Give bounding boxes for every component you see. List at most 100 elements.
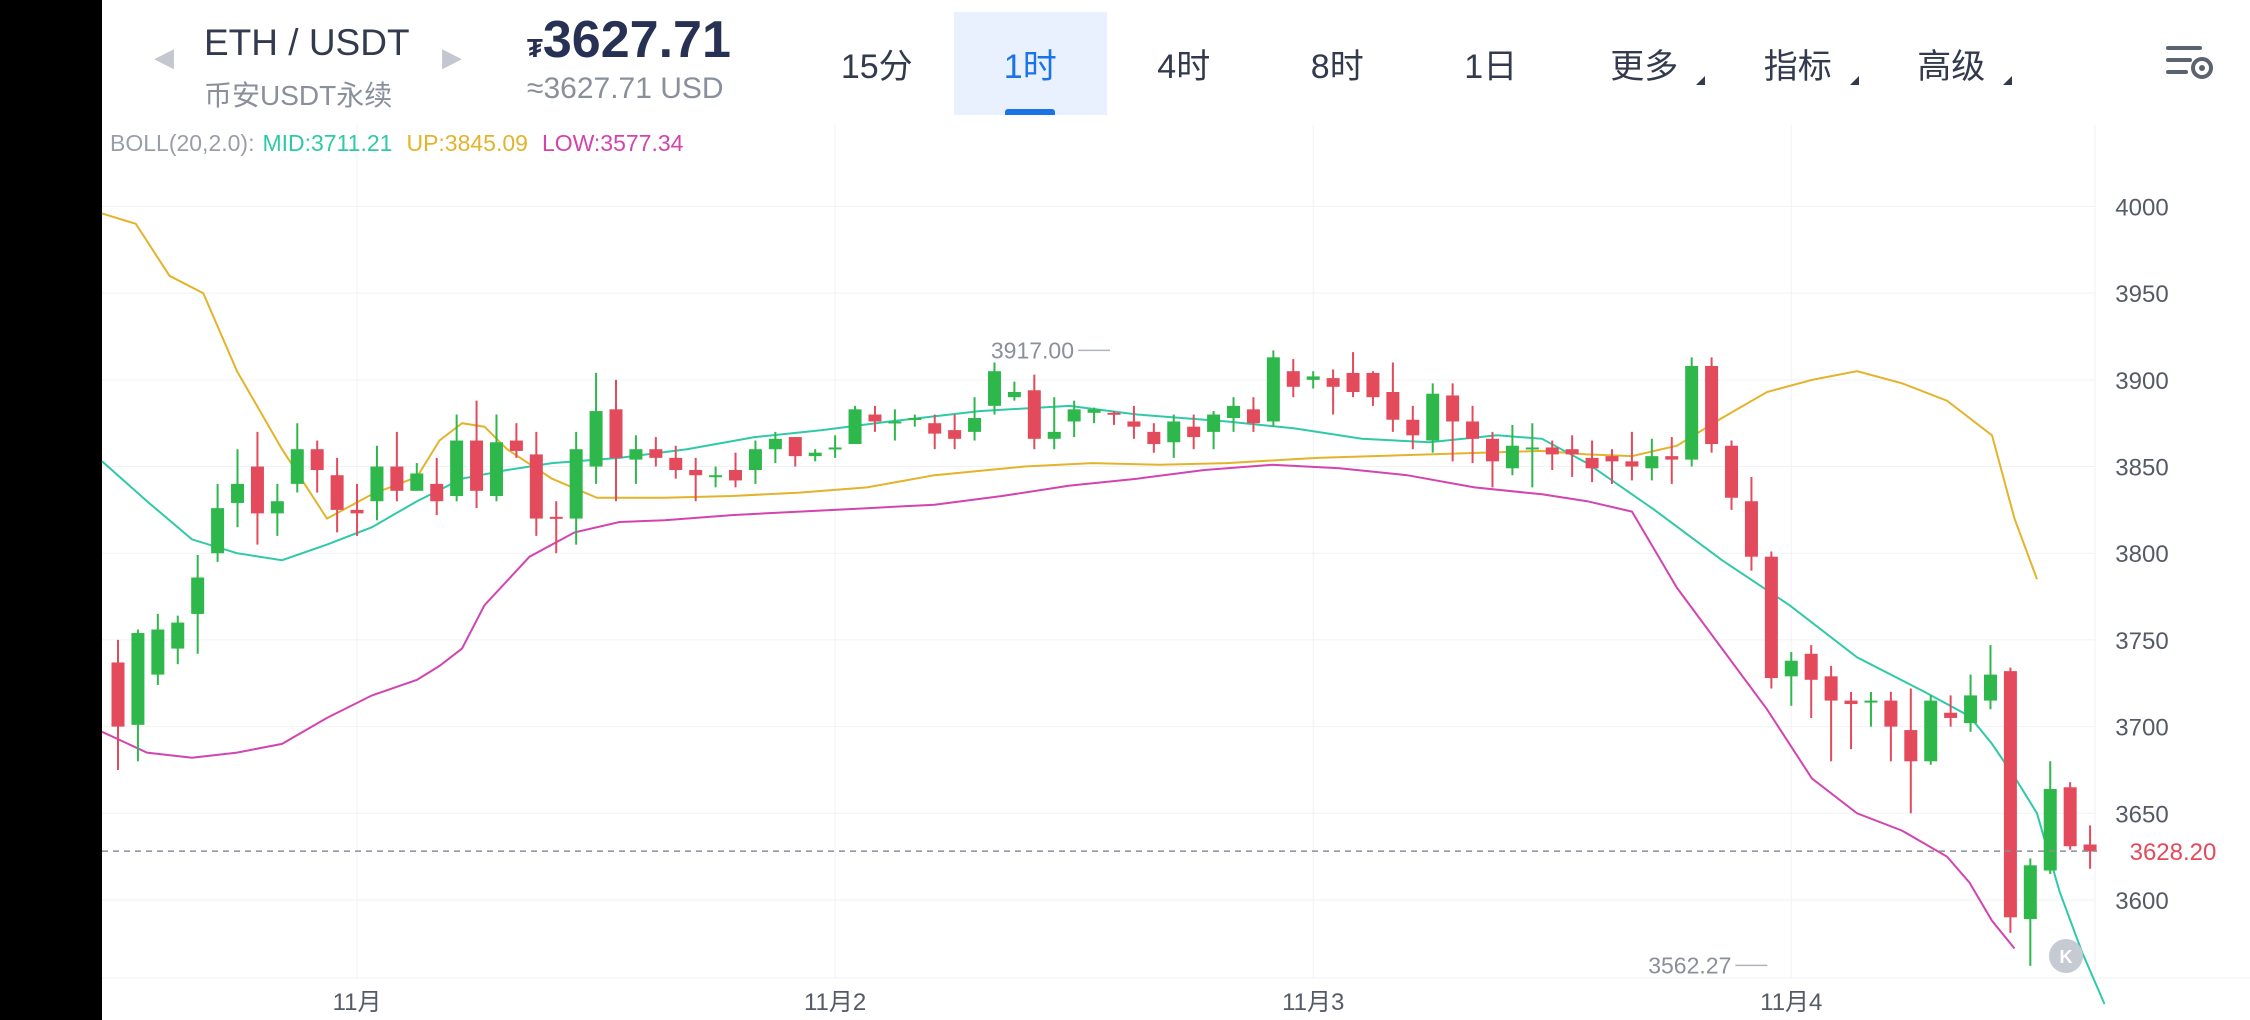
boll-legend: BOLL(20,2.0): MID:3711.21 UP:3845.09 LOW:35… — [110, 130, 684, 156]
candle-body — [1386, 391, 1400, 420]
candle-body — [1485, 438, 1499, 462]
candle-body — [231, 483, 245, 503]
candle-body — [669, 457, 683, 471]
candle-body — [2043, 789, 2057, 871]
candle-body — [1286, 371, 1300, 387]
candle — [1585, 440, 1599, 483]
chart-settings-icon[interactable] — [2166, 42, 2216, 82]
candle-body — [987, 371, 1001, 406]
candle-body — [1585, 457, 1599, 469]
candle — [1645, 438, 1659, 481]
tab-6[interactable]: 指标 — [1721, 12, 1875, 115]
max-price-label: 3917.00 — [991, 337, 1074, 363]
candle-body — [689, 470, 703, 476]
boll-mid-line — [101, 404, 2106, 1005]
tab-3[interactable]: 8时 — [1261, 12, 1415, 115]
x-tick-label: 11月4 — [1760, 989, 1822, 1016]
tab-label: 指标 — [1763, 48, 1832, 86]
candle — [788, 437, 802, 467]
scroll-latest-button[interactable]: K — [2049, 939, 2083, 973]
candle — [1565, 435, 1579, 477]
candle-body — [748, 449, 762, 471]
candle — [1705, 357, 1719, 453]
candle-body — [1565, 449, 1579, 455]
candle — [1485, 431, 1499, 488]
candle — [1545, 440, 1559, 471]
candle — [808, 449, 822, 462]
candle — [390, 431, 404, 502]
pair-name[interactable]: ETH / USDT — [204, 22, 410, 63]
tab-4[interactable]: 1日 — [1414, 12, 1568, 115]
candle-body — [330, 475, 344, 510]
tab-label: 4时 — [1157, 48, 1211, 86]
candle-body — [1944, 712, 1958, 718]
candle-body — [1227, 405, 1241, 419]
candle — [549, 501, 563, 554]
candle — [629, 435, 643, 484]
candle-body — [629, 449, 643, 460]
candle-body — [1884, 700, 1898, 727]
candle — [1764, 551, 1778, 689]
candle — [1286, 359, 1300, 398]
candle — [1127, 405, 1141, 439]
candle — [430, 457, 444, 516]
candle-body — [1107, 412, 1121, 415]
candle — [1944, 695, 1958, 727]
tab-5[interactable]: 更多 — [1568, 12, 1722, 115]
tab-1[interactable]: 1时 — [953, 12, 1107, 115]
tab-7[interactable]: 高级 — [1875, 12, 2029, 115]
candle — [928, 414, 942, 450]
candle — [1824, 665, 1838, 762]
candle — [908, 414, 922, 427]
tab-2[interactable]: 4时 — [1107, 12, 1261, 115]
candle-body — [1983, 674, 1997, 701]
candle — [649, 437, 663, 467]
candle-body — [908, 418, 922, 421]
candle-body — [450, 440, 464, 497]
candle — [768, 431, 782, 464]
candle-body — [430, 483, 444, 502]
candle — [231, 449, 245, 528]
tab-0[interactable]: 15分 — [800, 12, 954, 115]
candle — [211, 483, 225, 562]
candle — [131, 629, 145, 762]
candle — [1067, 400, 1081, 438]
candle — [848, 405, 862, 445]
candle-body — [1605, 456, 1619, 462]
last-price: 3627.71 — [542, 11, 731, 69]
candle — [1346, 352, 1360, 398]
candle-body — [808, 452, 822, 457]
candle — [2023, 858, 2037, 966]
candle-body — [1366, 372, 1380, 398]
candle-body — [2023, 865, 2037, 920]
candle-body — [310, 449, 324, 471]
triangle-left-icon[interactable]: ◀ — [154, 42, 174, 72]
candle — [1864, 691, 1878, 727]
candle — [1047, 397, 1061, 450]
candle — [2003, 667, 2017, 933]
candle-body — [489, 442, 503, 497]
candle-body — [2063, 787, 2077, 847]
header-bar: ◀ ETH / USDT 币安USDT永续 ▶ ₮3627.71 ≈3627.7… — [102, 0, 2250, 125]
candle — [1167, 414, 1181, 458]
candle — [489, 414, 503, 502]
candle-body — [191, 577, 205, 614]
candle — [1107, 411, 1121, 425]
candle-body — [1904, 730, 1918, 762]
candle — [1306, 371, 1320, 389]
candle — [2083, 825, 2097, 869]
y-tick-label: 3800 — [2115, 541, 2168, 568]
candle — [310, 440, 324, 493]
candle-body — [1824, 676, 1838, 701]
candle — [748, 440, 762, 484]
candle-body — [2083, 844, 2097, 852]
triangle-right-icon[interactable]: ▶ — [442, 42, 462, 72]
candle — [1187, 414, 1201, 450]
y-tick-label: 4000 — [2115, 194, 2168, 221]
candle-body — [649, 449, 663, 458]
candle-body — [2003, 671, 2017, 918]
min-price-label: 3562.27 — [1648, 952, 1731, 978]
candle-body — [1326, 378, 1340, 387]
candle-body — [1127, 421, 1141, 427]
